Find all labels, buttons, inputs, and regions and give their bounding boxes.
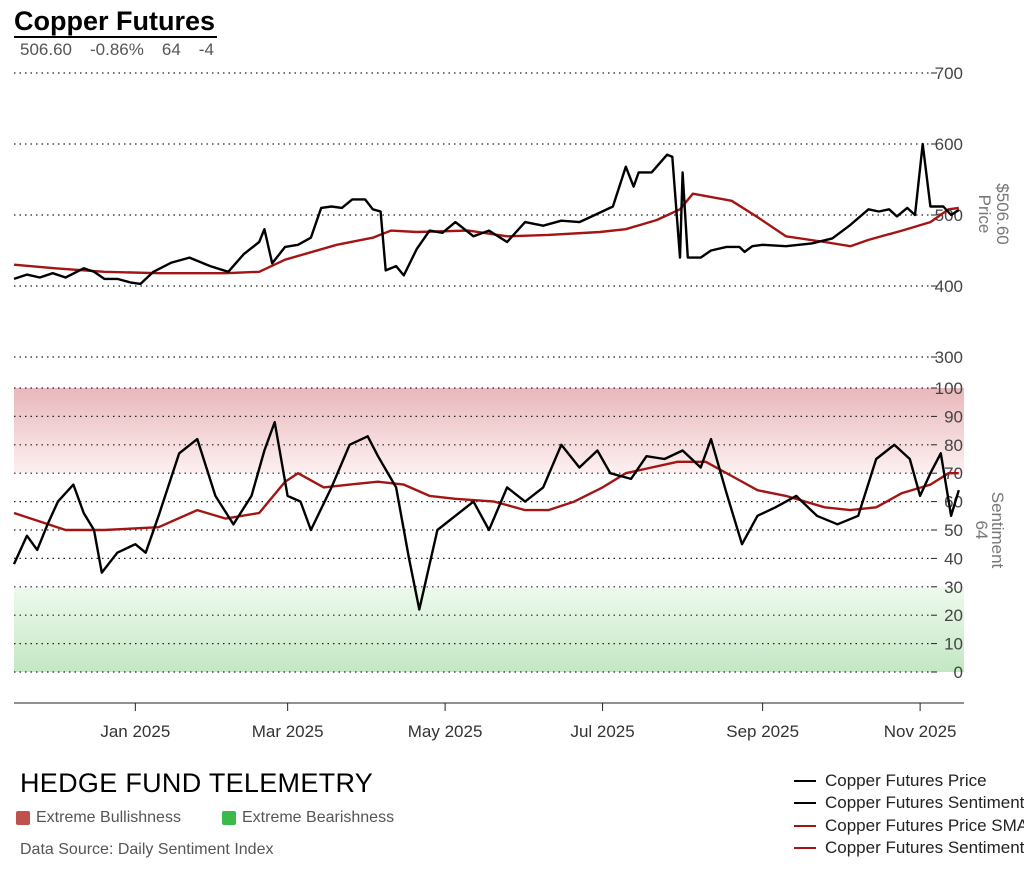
price-axis-tick-label: 600 xyxy=(935,135,963,154)
sentiment-axis-tick-label: 100 xyxy=(935,379,963,398)
price-sma-line xyxy=(13,192,959,275)
legend-item-sentiment: Copper Futures Sentiment xyxy=(794,792,1024,814)
price-axis-value: $506.60 xyxy=(993,183,1012,244)
sentiment-axis-tick-label: 40 xyxy=(944,549,963,568)
legend-line xyxy=(794,780,816,783)
sentiment-axis-tick-label: 50 xyxy=(944,521,963,540)
x-tick-label: Jul 2025 xyxy=(570,722,634,741)
bull-swatch xyxy=(16,811,30,825)
x-tick-label: Sep 2025 xyxy=(726,722,799,741)
bear-legend: Extreme Bearishness xyxy=(222,809,394,827)
sentiment-line xyxy=(12,420,960,611)
legend-item-price: Copper Futures Price xyxy=(794,770,1024,792)
last-price: 506.60 xyxy=(20,40,72,59)
legend-label: Copper Futures Sentiment xyxy=(825,793,1024,813)
data-source: Data Source: Daily Sentiment Index xyxy=(20,841,274,858)
sentiment-value: 64 xyxy=(161,40,181,59)
x-tick-label: May 2025 xyxy=(408,722,483,741)
x-tick-label: Jan 2025 xyxy=(100,722,170,741)
sentiment-axis-tick-label: 80 xyxy=(944,436,963,455)
legend-item-price-sma: Copper Futures Price SMA xyxy=(794,815,1024,837)
sentiment-axis-value: 64 xyxy=(972,521,991,540)
sentiment-axis-title: Sentiment xyxy=(988,492,1007,569)
sentiment-axis-tick-label: 20 xyxy=(944,606,963,625)
sentiment-axis-tick-label: 10 xyxy=(944,635,963,654)
x-tick-label: Mar 2025 xyxy=(252,722,324,741)
bear-swatch xyxy=(222,811,236,825)
price-axis-tick-label: 300 xyxy=(935,348,963,367)
chart-title: Copper Futures xyxy=(14,6,218,38)
legend-label: Copper Futures Sentiment SMA xyxy=(825,838,1024,858)
x-tick-label: Nov 2025 xyxy=(884,722,957,741)
legend-line xyxy=(794,847,816,850)
brand-name: HEDGE FUND TELEMETRY xyxy=(20,768,374,798)
price-axis-tick-label: 700 xyxy=(935,64,963,83)
sentiment-axis-tick-label: 0 xyxy=(954,663,963,682)
legend-item-sentiment-sma: Copper Futures Sentiment SMA xyxy=(794,837,1024,859)
legend-line xyxy=(794,802,816,805)
bull-label: Extreme Bullishness xyxy=(36,809,181,826)
series-legend: Copper Futures Price Copper Futures Sent… xyxy=(794,770,1024,859)
extreme-bullish-band xyxy=(14,388,964,473)
legend-label: Copper Futures Price SMA xyxy=(825,815,1024,835)
price-line xyxy=(13,142,960,286)
extreme-bearish-band xyxy=(14,587,964,672)
sentiment-axis-tick-label: 90 xyxy=(944,407,963,426)
price-change-percent: -0.86% xyxy=(90,40,144,59)
price-stats: 506.60 -0.86% 64 -4 xyxy=(20,40,232,60)
sentiment-axis-tick-label: 30 xyxy=(944,578,963,597)
legend-label: Copper Futures Price xyxy=(825,771,987,791)
price-axis-tick-label: 400 xyxy=(935,277,963,296)
sentiment-sma-line xyxy=(13,460,959,532)
bull-legend: Extreme Bullishness xyxy=(16,809,181,827)
price-axis-title: Price xyxy=(975,195,994,234)
bear-label: Extreme Bearishness xyxy=(242,809,395,826)
legend-line xyxy=(794,824,816,827)
sentiment-change: -4 xyxy=(198,40,214,59)
